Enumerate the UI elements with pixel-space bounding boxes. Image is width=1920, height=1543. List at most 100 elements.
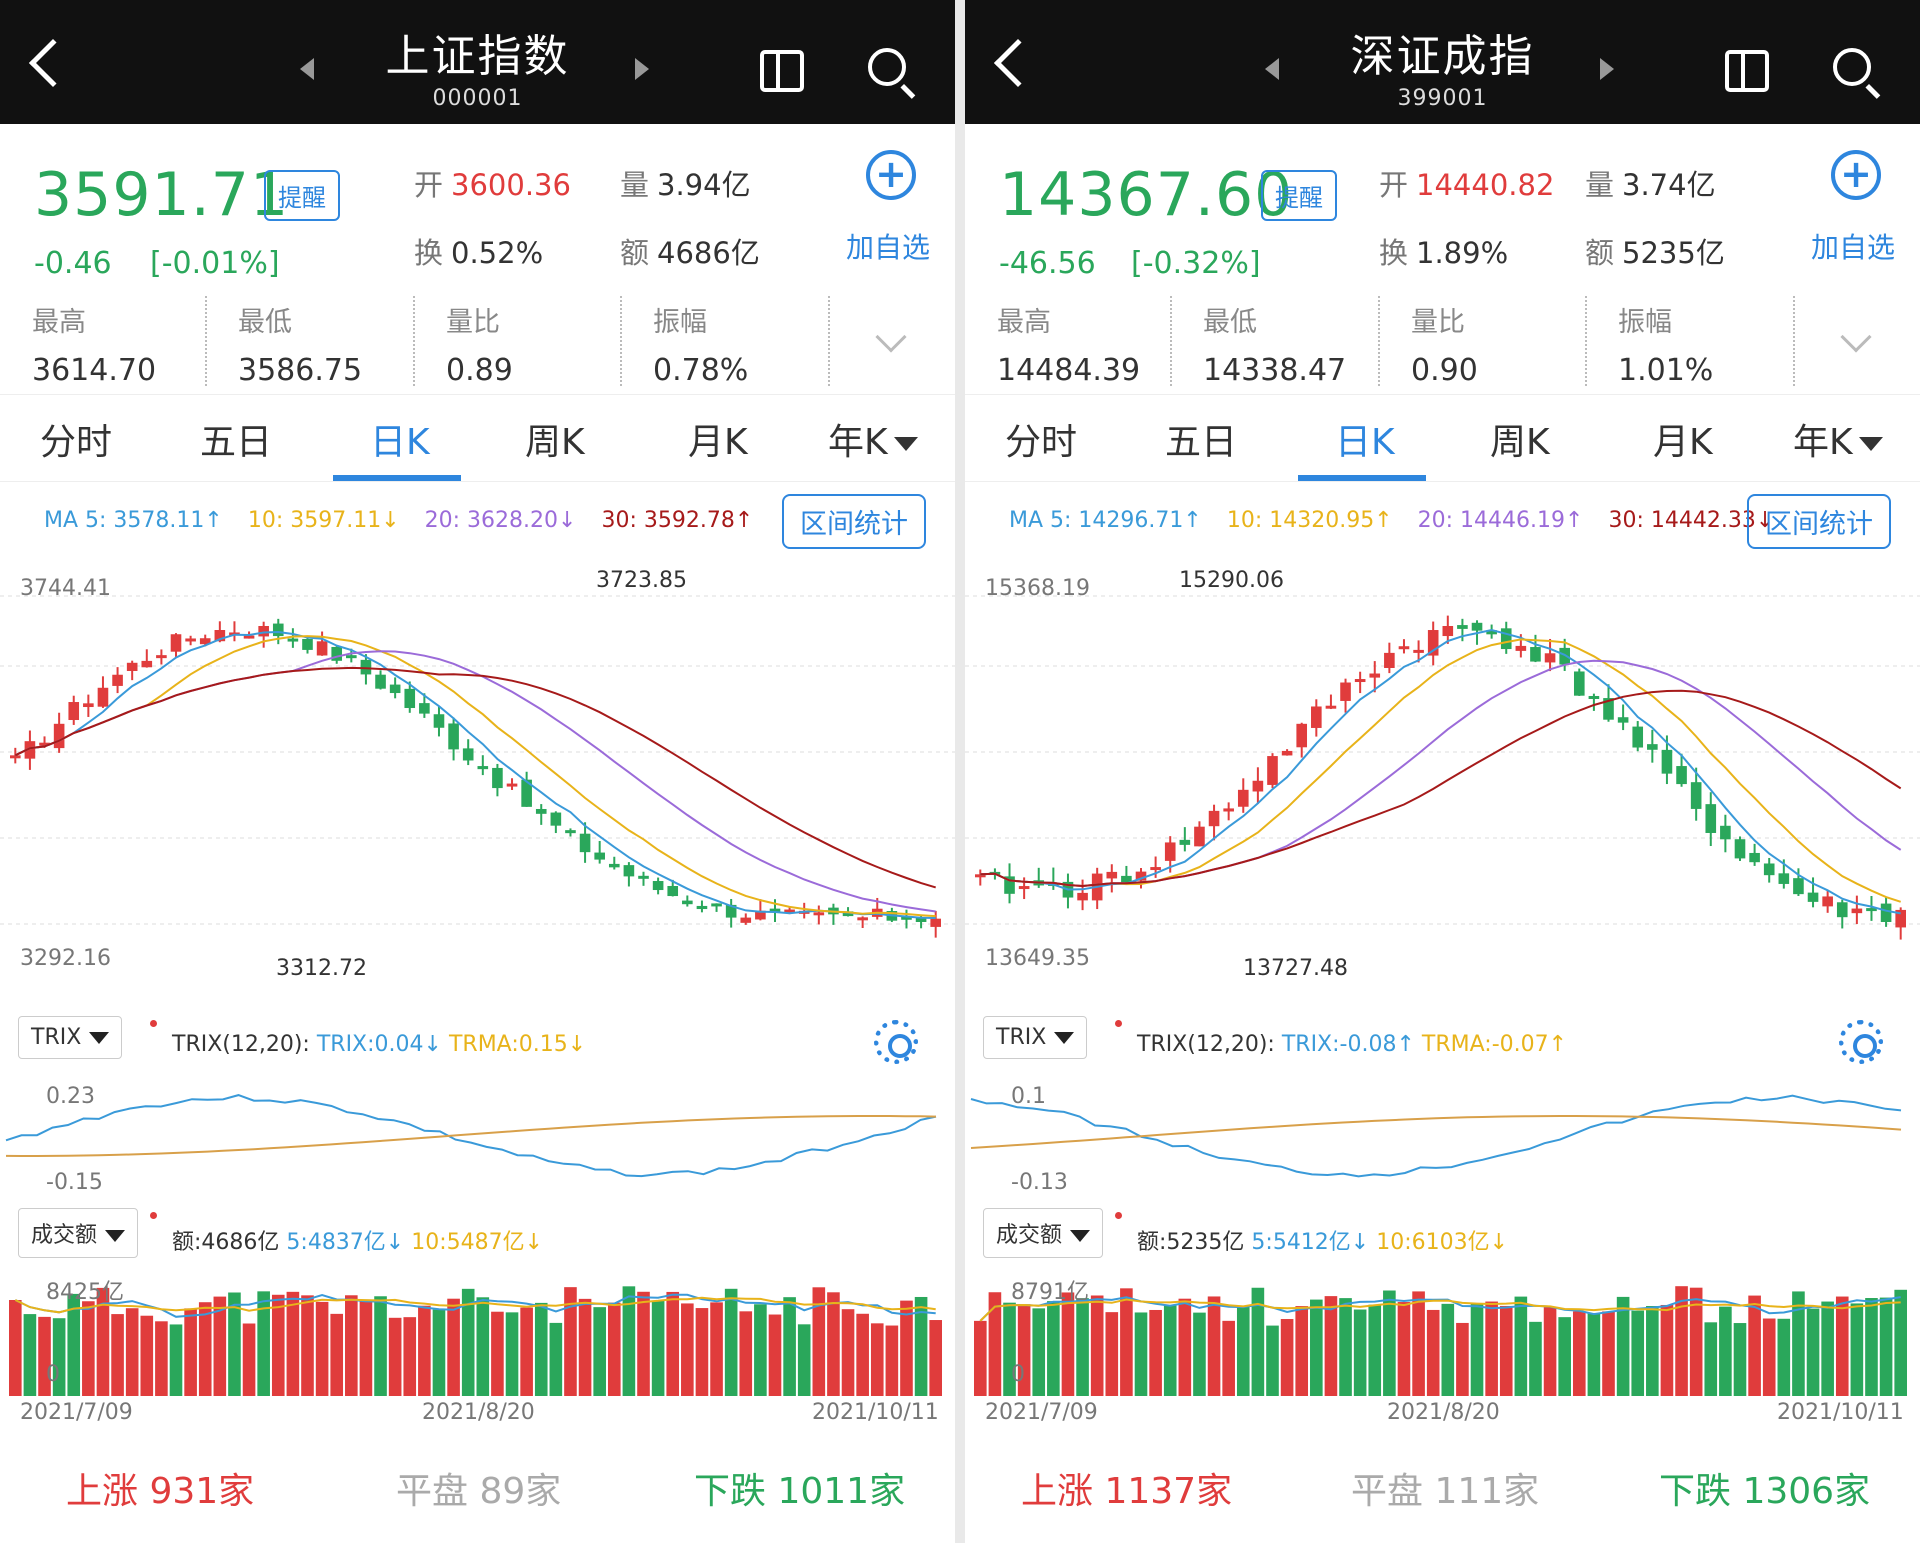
volume-bar bbox=[622, 1286, 636, 1396]
range-stats-button[interactable]: 区间统计 bbox=[782, 494, 926, 549]
candle-body bbox=[1121, 875, 1132, 883]
tab-intraday[interactable]: 分时 bbox=[40, 422, 113, 463]
tab-daily-k[interactable]: 日K bbox=[1335, 422, 1395, 463]
unchanged: 平盘 89家 bbox=[396, 1471, 562, 1512]
candlestick-chart[interactable] bbox=[0, 556, 955, 996]
tab-monthly-k[interactable]: 月K bbox=[1653, 422, 1713, 463]
current-price: 14367.60 bbox=[999, 160, 1294, 230]
next-index-arrow-icon[interactable] bbox=[635, 58, 649, 80]
volume-bar bbox=[9, 1300, 22, 1396]
candle-body bbox=[1004, 876, 1015, 894]
high-annotation: 3723.85 bbox=[596, 568, 687, 593]
alert-button[interactable]: 提醒 bbox=[264, 170, 340, 221]
expand-chevron-icon[interactable] bbox=[875, 321, 907, 353]
volume-bar bbox=[1120, 1288, 1133, 1396]
candlestick-chart[interactable] bbox=[965, 556, 1920, 996]
candle-body bbox=[1486, 630, 1497, 635]
tab-weekly-k[interactable]: 周K bbox=[525, 422, 585, 463]
candle-body bbox=[448, 723, 459, 750]
candle-body bbox=[1325, 705, 1337, 709]
tab-monthly-k[interactable]: 月K bbox=[688, 422, 748, 463]
volume-bar bbox=[1470, 1303, 1484, 1396]
tab-five-day[interactable]: 五日 bbox=[200, 422, 273, 463]
candle-body bbox=[1617, 717, 1629, 723]
next-index-arrow-icon[interactable] bbox=[1600, 58, 1614, 80]
candle-body bbox=[1880, 903, 1892, 922]
range-stats-button[interactable]: 区间统计 bbox=[1747, 494, 1891, 549]
index-title: 上证指数 bbox=[385, 31, 570, 82]
candle-body bbox=[682, 900, 693, 905]
candle-body bbox=[156, 655, 167, 659]
volume-bar bbox=[1266, 1325, 1279, 1396]
add-watchlist-icon[interactable]: + bbox=[866, 150, 916, 200]
date-label-mid: 2021/8/20 bbox=[1387, 1400, 1500, 1425]
low-annotation: 3312.72 bbox=[276, 956, 367, 981]
volume-bar bbox=[1748, 1295, 1761, 1396]
settings-gear-icon[interactable] bbox=[874, 1020, 918, 1064]
candle-body bbox=[1763, 863, 1775, 876]
volume-bar bbox=[974, 1320, 987, 1396]
landscape-icon[interactable] bbox=[1725, 50, 1769, 92]
expand-chevron-icon[interactable] bbox=[1840, 321, 1872, 353]
volume-bar bbox=[1879, 1297, 1893, 1396]
candle-body bbox=[1369, 673, 1381, 678]
divider bbox=[1170, 296, 1172, 386]
divider bbox=[1793, 296, 1795, 386]
volume-bar bbox=[257, 1291, 270, 1396]
volume-bar bbox=[637, 1291, 650, 1396]
red-dot-badge bbox=[1115, 1212, 1122, 1219]
prev-index-arrow-icon[interactable] bbox=[300, 58, 314, 80]
volume-bar bbox=[1295, 1306, 1309, 1396]
volume-selector[interactable]: 成交额 bbox=[983, 1208, 1104, 1258]
candle-body bbox=[199, 638, 211, 645]
volume-bar bbox=[1456, 1322, 1469, 1396]
candle-body bbox=[1194, 826, 1205, 847]
search-icon[interactable] bbox=[868, 48, 906, 86]
ma-legend: MA 5: 14296.71↑ 10: 14320.95↑ 20: 14446.… bbox=[1009, 508, 1792, 533]
candle-body bbox=[506, 783, 518, 787]
candle-body bbox=[1573, 671, 1585, 696]
trix-legend: TRIX(12,20): TRIX:0.04↓ TRMA:0.15↓ bbox=[172, 1032, 587, 1057]
volume-bar bbox=[827, 1292, 840, 1396]
alert-button[interactable]: 提醒 bbox=[1261, 170, 1337, 221]
high-annotation: 15290.06 bbox=[1179, 568, 1284, 593]
volume-chart bbox=[9, 1286, 942, 1396]
period-tabs: 分时 五日 日K 周K 月K 年K bbox=[965, 394, 1920, 482]
volume-bar bbox=[1426, 1309, 1440, 1396]
tab-intraday[interactable]: 分时 bbox=[1005, 422, 1078, 463]
volume-bar bbox=[1047, 1301, 1060, 1396]
tab-daily-k[interactable]: 日K bbox=[370, 422, 430, 463]
settings-gear-icon[interactable] bbox=[1839, 1020, 1883, 1064]
vol-axis-bottom: 0 bbox=[46, 1362, 60, 1387]
volume-bar bbox=[900, 1300, 913, 1396]
tab-yearly-k[interactable]: 年K bbox=[1793, 413, 1883, 465]
trix-selector[interactable]: TRIX bbox=[983, 1016, 1088, 1059]
tab-five-day[interactable]: 五日 bbox=[1165, 422, 1238, 463]
ma-line bbox=[980, 689, 1902, 888]
search-icon[interactable] bbox=[1833, 48, 1871, 86]
add-watchlist-button[interactable]: 加自选 bbox=[846, 231, 931, 264]
trma-line bbox=[970, 1115, 1902, 1149]
volume-bar bbox=[23, 1314, 37, 1396]
prev-index-arrow-icon[interactable] bbox=[1265, 58, 1279, 80]
landscape-icon[interactable] bbox=[760, 50, 804, 92]
period-tabs: 分时 五日 日K 周K 月K 年K bbox=[0, 394, 955, 482]
k-axis-top: 15368.19 bbox=[985, 576, 1090, 601]
candle-body bbox=[623, 865, 635, 877]
vol-ma5-line bbox=[979, 1296, 1901, 1322]
add-watchlist-icon[interactable]: + bbox=[1831, 150, 1881, 200]
add-watchlist-button[interactable]: 加自选 bbox=[1811, 231, 1896, 264]
candle-body bbox=[287, 638, 299, 642]
tab-weekly-k[interactable]: 周K bbox=[1490, 422, 1550, 463]
volume-bar bbox=[359, 1300, 373, 1396]
trix-selector[interactable]: TRIX bbox=[18, 1016, 123, 1059]
date-label-end: 2021/10/11 bbox=[812, 1400, 939, 1425]
volume-bar bbox=[870, 1323, 884, 1396]
tab-yearly-k[interactable]: 年K bbox=[828, 413, 918, 465]
volume-selector[interactable]: 成交额 bbox=[18, 1208, 139, 1258]
candle-body bbox=[784, 909, 795, 913]
dropdown-triangle-icon bbox=[89, 1032, 110, 1044]
volume-bar bbox=[1777, 1318, 1791, 1396]
candle-body bbox=[521, 779, 532, 807]
